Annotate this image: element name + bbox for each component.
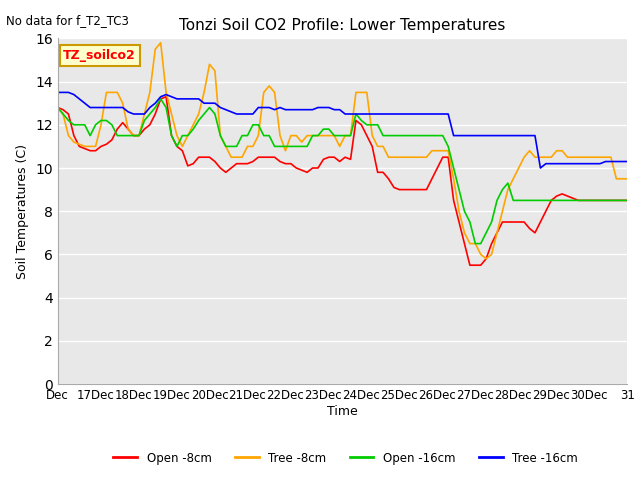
Text: No data for f_T2_TC3: No data for f_T2_TC3 [6,14,129,27]
Title: Tonzi Soil CO2 Profile: Lower Temperatures: Tonzi Soil CO2 Profile: Lower Temperatur… [179,18,506,33]
X-axis label: Time: Time [327,405,358,418]
Text: TZ_soilco2: TZ_soilco2 [63,49,136,62]
Legend: Open -8cm, Tree -8cm, Open -16cm, Tree -16cm: Open -8cm, Tree -8cm, Open -16cm, Tree -… [109,447,582,469]
Y-axis label: Soil Temperatures (C): Soil Temperatures (C) [17,144,29,279]
